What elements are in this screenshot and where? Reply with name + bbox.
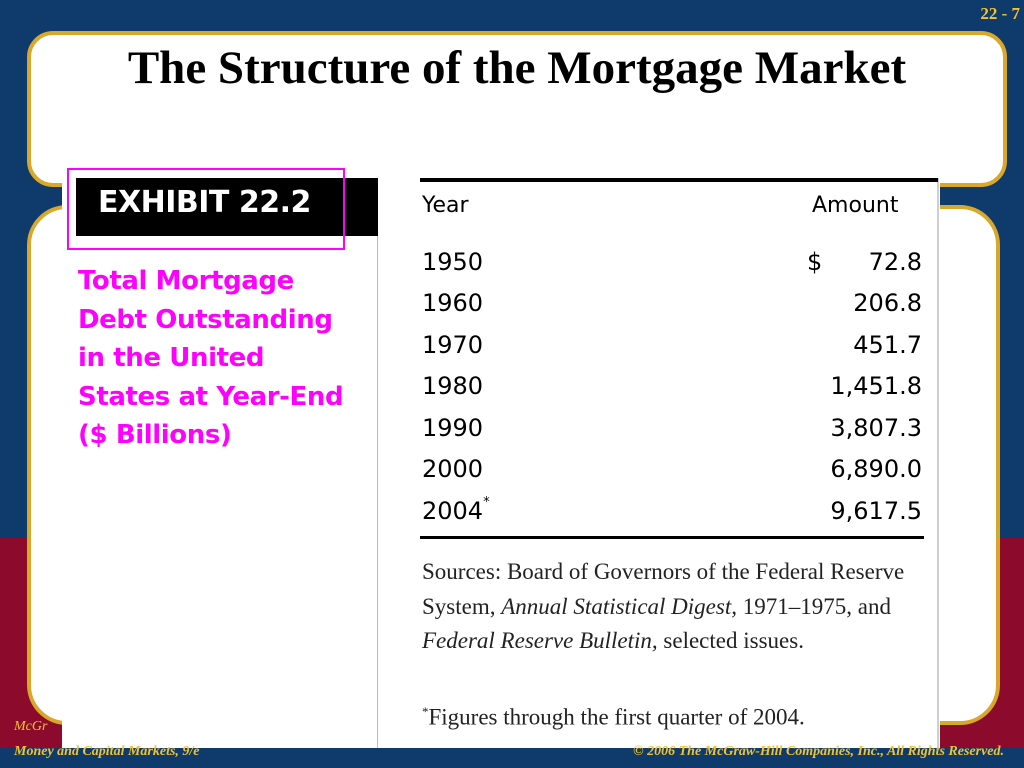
amount-cell: 451.7 <box>853 331 922 359</box>
amount-cell: 9,617.5 <box>830 497 922 525</box>
table-bottom-rule <box>420 536 924 539</box>
title-panel: The Structure of the Mortgage Market <box>27 31 1007 187</box>
caption-line: ($ Billions) <box>78 420 232 450</box>
footer-publisher-fragment: McGr <box>14 719 48 734</box>
exhibit-right-edge <box>937 178 939 748</box>
year-cell: 1970 <box>422 331 484 359</box>
year-cell: 1960 <box>422 289 484 317</box>
year-cell: 2000 <box>422 455 484 483</box>
table-row: 1980 1,451.8 <box>420 372 924 412</box>
caption-line: Total Mortgage <box>78 266 294 296</box>
amount-cell: 3,807.3 <box>830 414 922 442</box>
source-title: Federal Reserve Bulletin, <box>422 628 658 653</box>
slide-number: 22 - 7 <box>980 4 1020 23</box>
caption-line: Debt Outstanding <box>78 304 333 335</box>
column-header-year: Year <box>422 193 469 218</box>
caption-line: in the United <box>78 343 265 373</box>
source-title: Annual Statistical Digest, <box>501 593 737 619</box>
sources-note: Sources: Board of Governors of the Feder… <box>422 559 905 653</box>
exhibit-highlight-box <box>67 168 345 250</box>
footnote-marker: * <box>422 704 429 719</box>
year-cell: 1950 <box>422 248 484 276</box>
year-cell: 2004* <box>422 495 490 525</box>
table-row: 2004* 9,617.5 <box>420 495 924 537</box>
footnote: *Figures through the first quarter of 20… <box>422 704 805 730</box>
slide-title: The Structure of the Mortgage Market <box>127 42 907 94</box>
column-header-amount: Amount <box>812 193 899 218</box>
exhibit-caption: Total Mortgage Debt Outstanding in the U… <box>78 262 378 455</box>
table-row: 2000 6,890.0 <box>420 455 924 495</box>
caption-line: States at Year-End <box>78 381 344 412</box>
table-row: 1960 206.8 <box>420 289 924 329</box>
table-row: 1970 451.7 <box>420 331 924 371</box>
footnote-marker: * <box>483 495 490 510</box>
table-row: 1950 $ 72.8 <box>420 248 924 288</box>
exhibit-label: EXHIBIT 22.2 <box>98 185 311 220</box>
amount-cell: 206.8 <box>853 289 922 317</box>
amount-cell: 6,890.0 <box>830 455 922 483</box>
amount-cell: 1,451.8 <box>830 372 922 400</box>
year-cell: 1980 <box>422 372 484 400</box>
currency-symbol: $ <box>807 248 823 276</box>
footer-copyright: © 2006 The McGraw-Hill Companies, Inc., … <box>633 744 1004 759</box>
exhibit-left-column <box>76 178 378 748</box>
table-row: 1990 3,807.3 <box>420 414 924 454</box>
exhibit-header-bar <box>76 178 378 236</box>
footer-book-title: Money and Capital Markets, 9/e <box>14 744 200 759</box>
amount-cell: 72.8 <box>868 248 922 276</box>
year-cell: 1990 <box>422 414 484 442</box>
table-top-rule <box>420 178 938 182</box>
